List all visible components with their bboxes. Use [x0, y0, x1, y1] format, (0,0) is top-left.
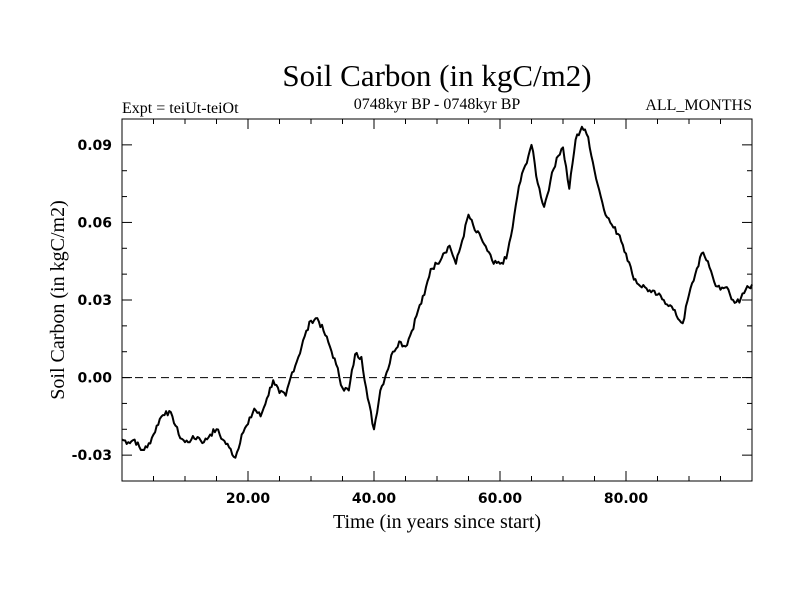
x-tick-label: 20.00: [226, 491, 271, 507]
y-tick-label: 0.09: [77, 138, 112, 154]
x-tick-label: 80.00: [604, 491, 649, 507]
y-tick-label: -0.03: [72, 448, 112, 464]
y-tick-label: 0.03: [77, 293, 112, 309]
tick-labels: 20.00 40.00 60.00 80.00 -0.03 0.00 0.03 0.06 0.0…: [72, 138, 649, 507]
plot-frame: [121, 118, 753, 482]
x-tick-label: 40.00: [352, 491, 397, 507]
x-axis-label: Time (in years since start): [333, 511, 541, 533]
chart-title: Soil Carbon (in kgC/m2): [282, 58, 591, 93]
experiment-label: Expt = teiUt-teiOt: [122, 100, 239, 117]
period-label: 0748kyr BP - 0748kyr BP: [354, 96, 521, 113]
x-tick-label: 60.00: [478, 491, 523, 507]
y-axis-label: Soil Carbon (in kgC/m2): [47, 200, 69, 399]
series-line-soil-carbon: [121, 125, 753, 459]
months-label: ALL_MONTHS: [645, 97, 752, 114]
axis-ticks: [122, 119, 752, 481]
y-tick-label: 0.06: [77, 215, 112, 231]
y-tick-label: 0.00: [77, 371, 112, 387]
